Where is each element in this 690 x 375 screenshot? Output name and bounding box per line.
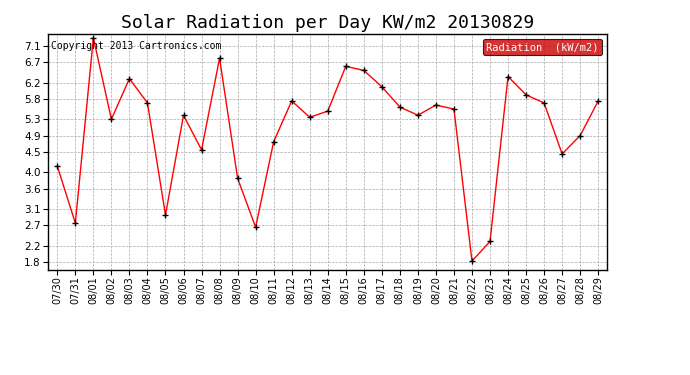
Text: Copyright 2013 Cartronics.com: Copyright 2013 Cartronics.com: [51, 41, 221, 51]
Legend: Radiation  (kW/m2): Radiation (kW/m2): [483, 39, 602, 55]
Title: Solar Radiation per Day KW/m2 20130829: Solar Radiation per Day KW/m2 20130829: [121, 14, 534, 32]
